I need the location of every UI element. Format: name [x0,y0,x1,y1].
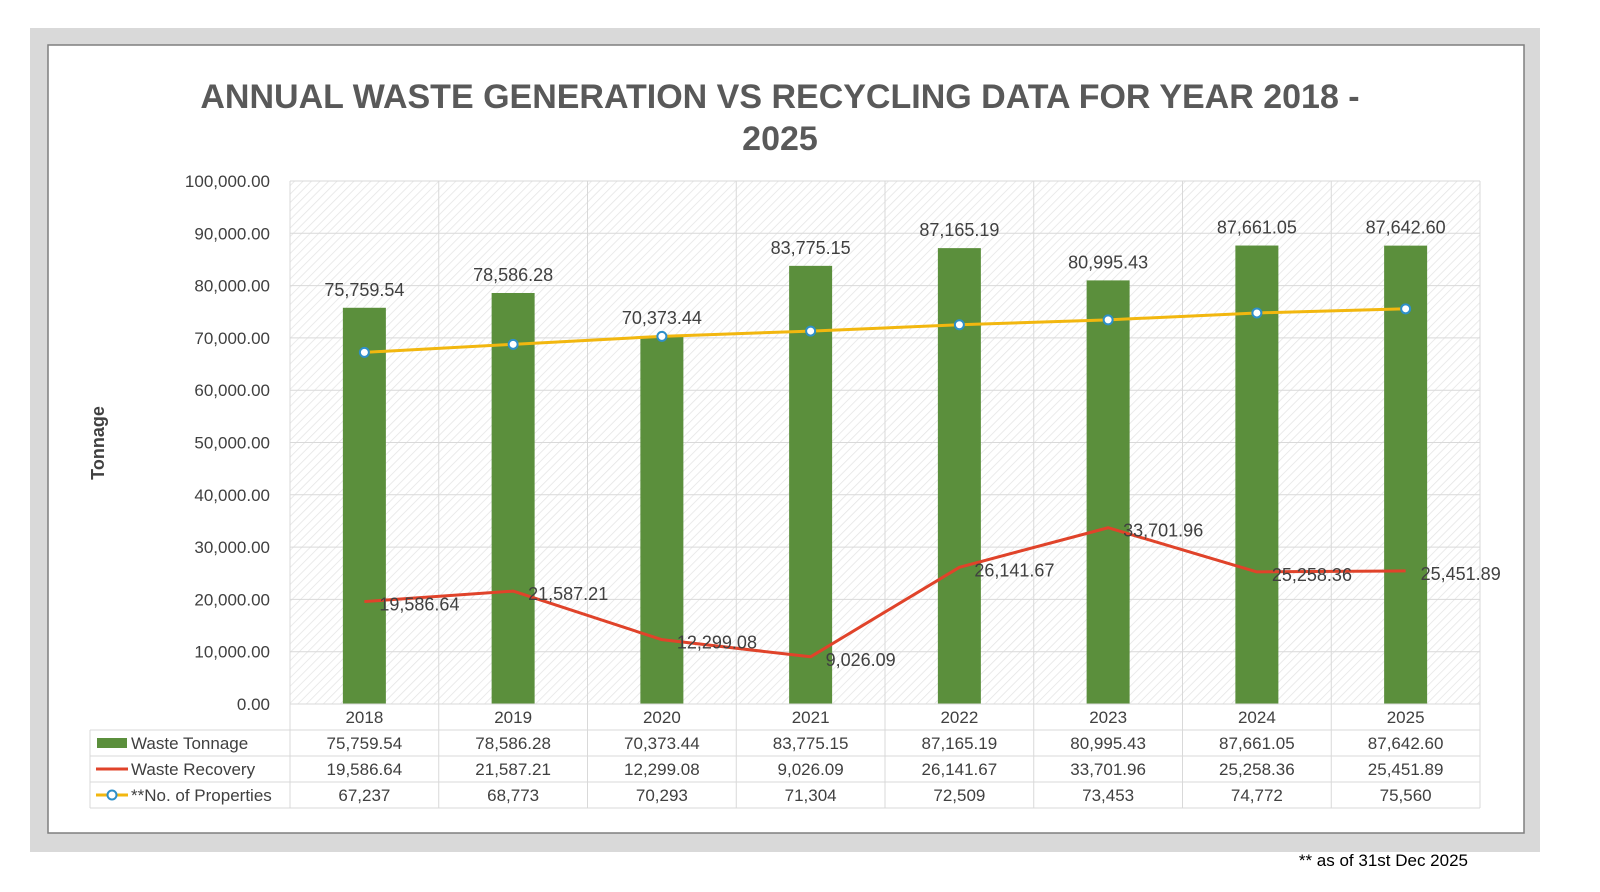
marker-no-of-properties [953,319,965,331]
table-cell: 87,165.19 [922,734,998,753]
bar-data-label: 78,586.28 [473,265,553,285]
y-tick-label: 90,000.00 [194,224,270,243]
table-cell: 74,772 [1231,786,1283,805]
table-cell: 73,453 [1082,786,1134,805]
x-tick-label: 2022 [940,708,978,727]
y-axis-ticks: 0.00 10,000.00 20,000.00 30,000.00 40,000.00… [185,172,270,714]
table-cell: 75,759.54 [327,734,403,753]
y-tick-label: 10,000.00 [194,643,270,662]
bar-data-label: 87,661.05 [1217,218,1297,238]
table-bg [90,730,1480,808]
bar-data-label: 80,995.43 [1068,252,1148,272]
table-cell: 25,451.89 [1368,760,1444,779]
recovery-data-label: 21,587.21 [528,584,608,604]
table-cell: 78,586.28 [475,734,551,753]
x-tick-label: 2020 [643,708,681,727]
bar-waste-tonnage [1235,245,1279,704]
table-cell: 75,560 [1380,786,1432,805]
x-tick-label: 2024 [1238,708,1276,727]
bars-waste-tonnage [342,245,1428,705]
bar-data-label: 87,642.60 [1366,218,1446,238]
table-cell: 68,773 [487,786,539,805]
y-tick-label: 50,000.00 [194,434,270,453]
line-no-of-properties [364,307,1406,354]
y-tick-label: 40,000.00 [194,486,270,505]
table-cell: 9,026.09 [778,760,844,779]
footnote: ** as of 31st Dec 2025 [1299,851,1468,870]
marker-no-of-properties [1102,314,1114,326]
bar-data-label: 75,759.54 [324,280,404,300]
bar-data-label: 83,775.15 [771,238,851,258]
chart-title-line-2: 2025 [742,120,818,158]
bar-data-label: 87,165.19 [919,220,999,240]
bar-waste-tonnage [789,265,833,704]
table-cell: 33,701.96 [1070,760,1146,779]
recovery-data-label: 25,258.36 [1272,565,1352,585]
x-tick-label: 2025 [1387,708,1425,727]
series-lines [358,303,1412,659]
legend-entry: Waste Tonnage [131,734,248,753]
y-tick-label: 20,000.00 [194,590,270,609]
marker-no-of-properties [358,346,370,358]
marker-no-of-properties [805,325,817,337]
y-tick-label: 0.00 [237,695,270,714]
recovery-data-label: 33,701.96 [1123,521,1203,541]
x-tick-label: 2021 [792,708,830,727]
x-tick-label: 2018 [345,708,383,727]
data-table: 2018 2019 2020 2021 2022 2023 2024 2025 Waste To… [89,703,1481,809]
table-cell: 67,237 [338,786,390,805]
line-waste-recovery [364,526,1406,659]
table-cell: 71,304 [785,786,837,805]
table-cell: 87,661.05 [1219,734,1295,753]
chart-title-line-1: ANNUAL WASTE GENERATION VS RECYCLING DAT… [200,78,1359,116]
bar-waste-tonnage [491,292,535,704]
y-tick-label: 60,000.00 [194,381,270,400]
legend-entry: **No. of Properties [131,786,272,805]
recovery-data-label: 26,141.67 [974,560,1054,580]
bar-waste-tonnage [1086,280,1130,704]
table-cell: 80,995.43 [1070,734,1146,753]
bar-waste-tonnage [937,248,981,705]
data-labels: 75,759.54 78,586.28 70,373.44 83,775.15 87,1… [324,218,1500,670]
table-cell: 26,141.67 [922,760,998,779]
recovery-data-label: 19,586.64 [379,595,459,615]
recovery-data-label: 9,026.09 [826,650,896,670]
table-cell: 70,293 [636,786,688,805]
y-tick-label: 80,000.00 [194,277,270,296]
y-axis-title: Tonnage [88,406,108,480]
table-cell: 21,587.21 [475,760,551,779]
y-tick-label: 70,000.00 [194,329,270,348]
marker-no-of-properties [1400,303,1412,315]
table-cell: 12,299.08 [624,760,700,779]
marker-no-of-properties [656,330,668,342]
legend-key-marker [106,789,118,801]
table-cell: 72,509 [933,786,985,805]
y-tick-label: 100,000.00 [185,172,270,191]
table-cell: 87,642.60 [1368,734,1444,753]
bar-data-label: 70,373.44 [622,308,702,328]
bar-waste-tonnage [342,307,386,704]
table-cell: 19,586.64 [327,760,403,779]
marker-no-of-properties [507,338,519,350]
x-tick-label: 2019 [494,708,532,727]
table-cell: 70,373.44 [624,734,700,753]
y-tick-label: 30,000.00 [194,538,270,557]
bar-waste-tonnage [1384,245,1428,704]
marker-no-of-properties [1251,307,1263,319]
table-cell: 25,258.36 [1219,760,1295,779]
recovery-data-label: 25,451.89 [1421,564,1501,584]
table-cell: 83,775.15 [773,734,849,753]
recovery-data-label: 12,299.08 [677,633,757,653]
x-tick-label: 2023 [1089,708,1127,727]
legend-key-waste-tonnage [97,738,127,748]
legend-entry: Waste Recovery [131,760,256,779]
